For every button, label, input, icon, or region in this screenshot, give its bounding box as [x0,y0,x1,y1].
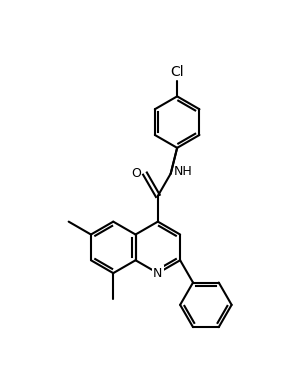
Text: NH: NH [174,165,193,178]
Text: O: O [131,167,141,180]
Text: Cl: Cl [170,65,184,79]
Text: N: N [153,267,162,280]
